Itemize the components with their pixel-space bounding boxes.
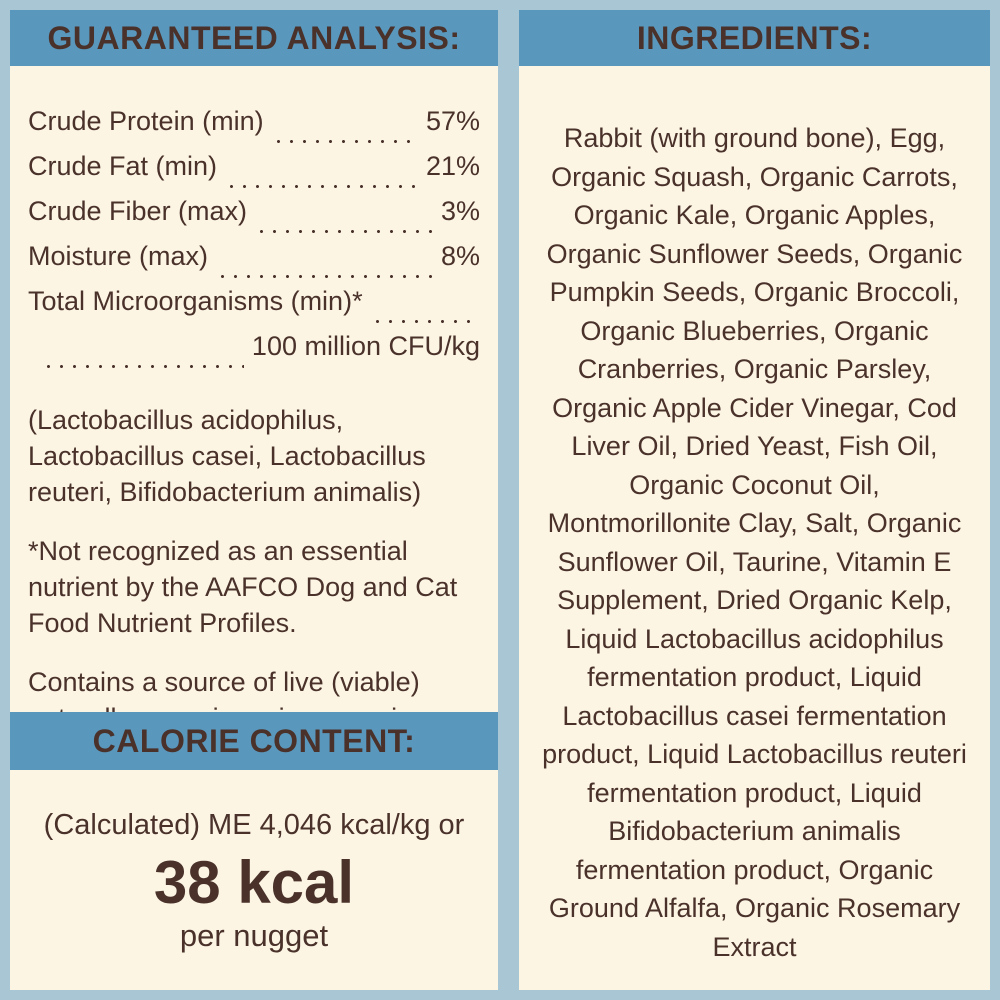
analysis-label: Crude Protein (min): [28, 106, 264, 136]
analysis-value: 100 million CFU/kg: [251, 331, 480, 361]
ingredients-header: INGREDIENTS:: [519, 10, 990, 66]
dot-leader: [216, 274, 433, 279]
guaranteed-analysis-body: Crude Protein (min) 57% Crude Fat (min) …: [10, 66, 498, 712]
dot-leader: [255, 229, 433, 234]
analysis-value: 57%: [425, 106, 480, 136]
live-microorganisms-note: Contains a source of live (viable) natur…: [28, 667, 447, 712]
probiotic-species-note: (Lactobacillus acidophilus, Lactobacillu…: [28, 405, 426, 507]
guaranteed-analysis-panel: GUARANTEED ANALYSIS: Crude Protein (min)…: [10, 10, 498, 990]
aafco-footnote: *Not recognized as an essential nutrient…: [28, 536, 458, 638]
analysis-label: Crude Fat (min): [28, 151, 218, 181]
analysis-label: Crude Fiber (max): [28, 196, 248, 226]
analysis-label: Total Microorganisms (min)*: [28, 286, 363, 316]
calorie-content-header: CALORIE CONTENT:: [10, 712, 498, 770]
analysis-label: Moisture (max): [28, 241, 209, 271]
analysis-row-microorganisms-label: Total Microorganisms (min)*: [28, 286, 480, 331]
calorie-content-body: (Calculated) ME 4,046 kcal/kg or 38 kcal…: [10, 770, 498, 990]
dot-leader: [42, 364, 244, 369]
analysis-value: 21%: [425, 151, 480, 181]
analysis-row-crude-protein: Crude Protein (min) 57%: [28, 106, 480, 151]
analysis-row-crude-fat: Crude Fat (min) 21%: [28, 151, 480, 196]
dot-leader: [225, 184, 418, 189]
analysis-row-crude-fiber: Crude Fiber (max) 3%: [28, 196, 480, 241]
analysis-row-microorganisms-value: 100 million CFU/kg: [28, 331, 480, 376]
analysis-value: 8%: [440, 241, 480, 271]
calorie-calculated-line: (Calculated) ME 4,046 kcal/kg or: [43, 809, 465, 841]
analysis-value: 3%: [440, 196, 480, 226]
guaranteed-analysis-header: GUARANTEED ANALYSIS:: [10, 10, 498, 66]
dot-leader: [370, 319, 480, 324]
ingredients-list: Rabbit (with ground bone), Egg, Organic …: [542, 123, 967, 962]
calorie-value: 38 kcal: [153, 849, 355, 916]
calorie-unit: per nugget: [179, 918, 329, 953]
ingredients-panel: INGREDIENTS: Rabbit (with ground bone), …: [519, 10, 990, 990]
analysis-notes: (Lactobacillus acidophilus, Lactobacillu…: [28, 402, 480, 712]
analysis-row-moisture: Moisture (max) 8%: [28, 241, 480, 286]
dot-leader: [271, 139, 418, 144]
